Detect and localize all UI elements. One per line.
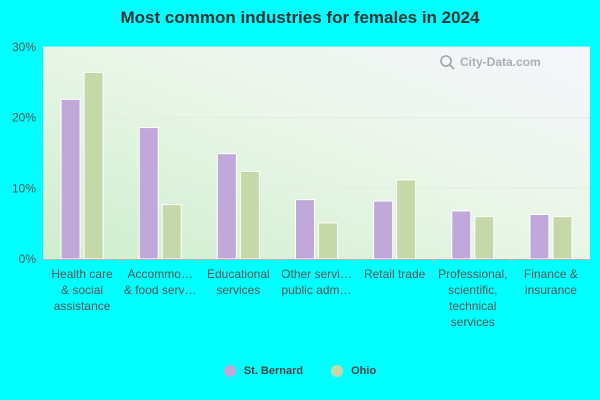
bar-ohio[interactable] <box>552 216 573 260</box>
bar-ohio[interactable] <box>161 204 182 260</box>
legend-label-st-bernard: St. Bernard <box>243 365 304 377</box>
bar-st-bernard[interactable] <box>60 98 81 260</box>
chart-title: Most common industries for females in 20… <box>120 8 480 27</box>
bar-ohio[interactable] <box>474 216 495 260</box>
x-category-label: Retail trade <box>364 267 426 281</box>
legend-swatch-st-bernard <box>223 365 236 377</box>
bar-st-bernard[interactable] <box>138 127 159 260</box>
x-category-label: Finance & insurance <box>524 267 578 297</box>
bar-st-bernard[interactable] <box>295 199 315 260</box>
x-category-label: Professional, scientific, technical service… <box>438 267 507 329</box>
legend: St. Bernard Ohio <box>0 365 600 377</box>
watermark: City-Data.com <box>440 55 541 70</box>
bar-st-bernard[interactable] <box>373 200 394 260</box>
axes: 0% 10% 20% 30% Health care & social assistance… <box>12 40 590 329</box>
x-category-label: Health care & social assistance <box>51 267 113 313</box>
y-tick-label: 10% <box>12 181 36 195</box>
legend-item-ohio: Ohio <box>331 365 376 377</box>
x-category-label: Educational services <box>207 267 270 297</box>
bar-ohio[interactable] <box>239 170 260 260</box>
legend-item-st-bernard: St. Bernard <box>223 365 304 377</box>
x-category-label: Accommo… & food serv… <box>124 267 197 297</box>
bar-st-bernard[interactable] <box>216 153 237 260</box>
y-tick-label: 20% <box>12 111 36 125</box>
bar-ohio[interactable] <box>318 222 338 260</box>
y-tick-label: 0% <box>19 252 37 266</box>
legend-label-ohio: Ohio <box>351 365 377 377</box>
bar-st-bernard[interactable] <box>451 210 472 260</box>
x-category-label: Other servi… public adm… <box>281 267 352 297</box>
gridlines <box>43 46 590 189</box>
bars <box>60 71 573 260</box>
magnifier-icon <box>440 55 452 67</box>
watermark-text: City-Data.com <box>460 55 541 69</box>
plot-area <box>43 47 590 259</box>
bar-ohio[interactable] <box>83 71 104 260</box>
bar-ohio[interactable] <box>396 179 417 260</box>
bar-st-bernard[interactable] <box>529 213 550 260</box>
y-tick-label: 30% <box>12 40 36 54</box>
legend-swatch-ohio <box>331 365 344 377</box>
